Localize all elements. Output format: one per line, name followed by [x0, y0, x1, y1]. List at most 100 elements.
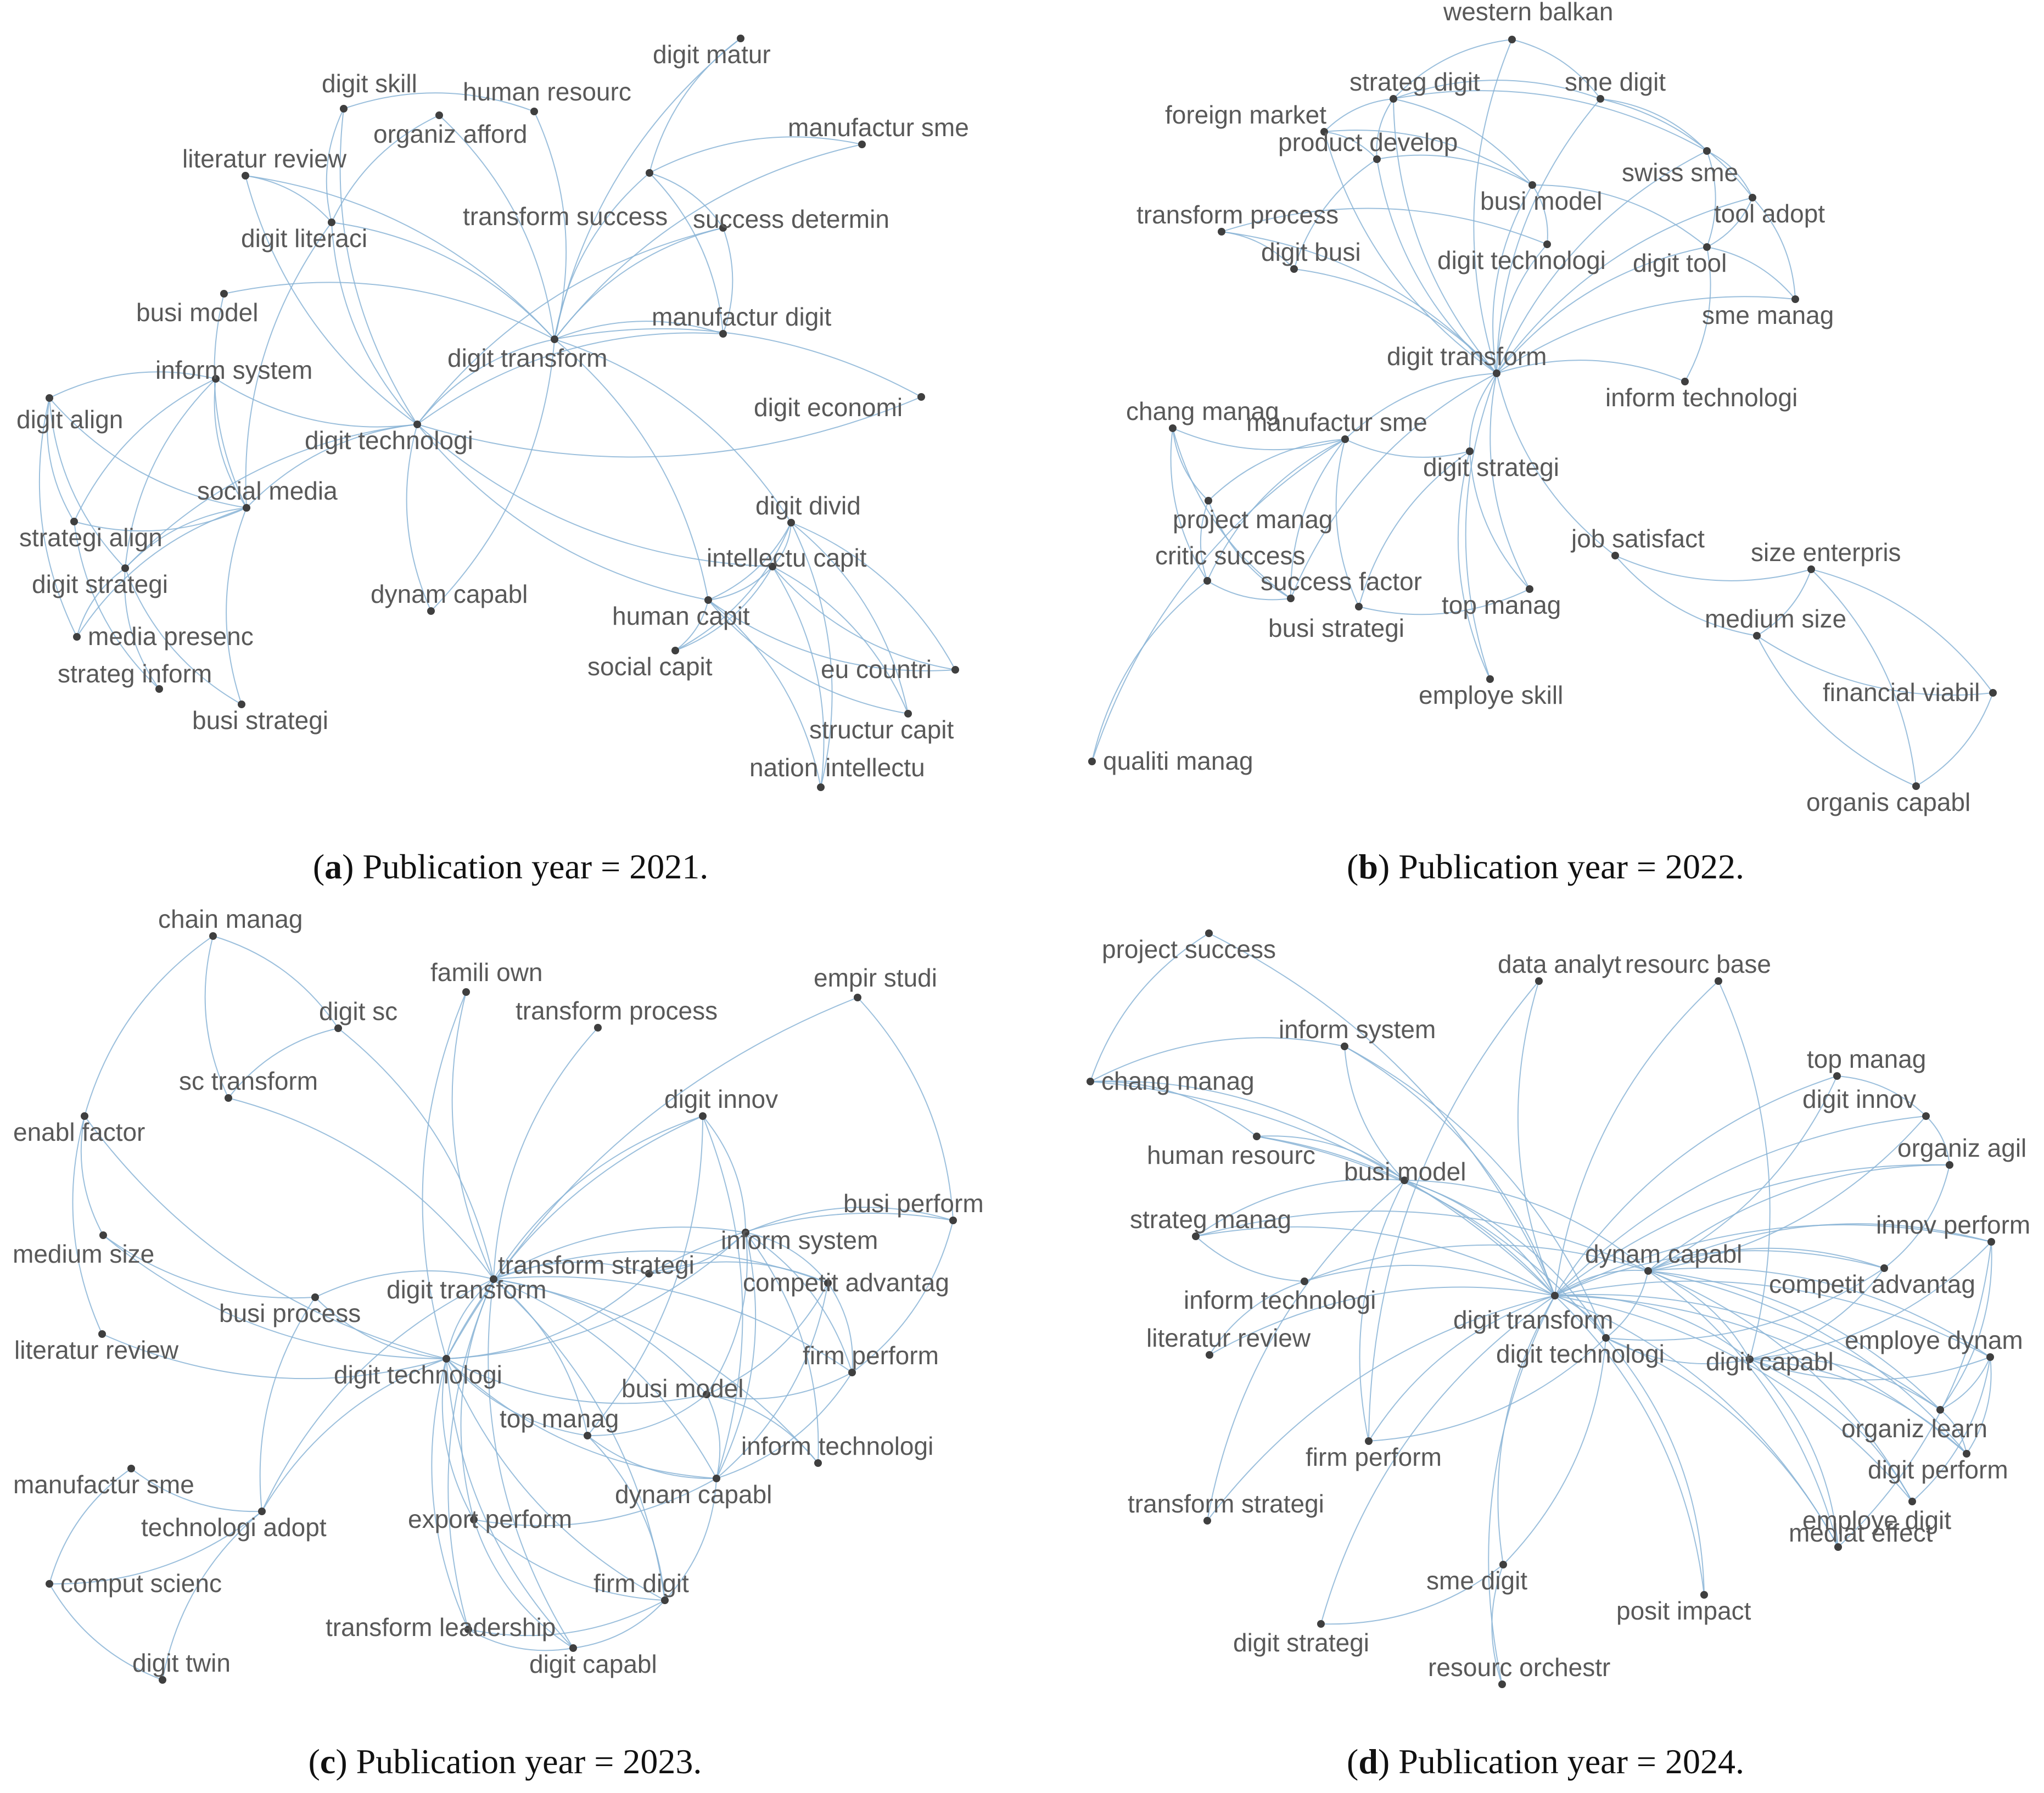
edge-competit-advantag--dynam-capabl [716, 1282, 828, 1479]
node-label-firm-digit: firm digit [593, 1569, 689, 1598]
edge-literatur-review--digit-literaci [245, 175, 332, 223]
edge-size-enterpris--organis-capabl [1811, 569, 1917, 787]
edge-digit-tool--swiss-sme [1706, 150, 1716, 248]
edge-digit-transform--technologi-adopt [261, 1279, 494, 1512]
node-resourc-orchestr [1498, 1680, 1506, 1688]
node-label-digit-skill: digit skill [322, 69, 417, 98]
edge-financial-viabil--organis-capabl [1916, 692, 1993, 787]
edge-digit-transform--busi-process [315, 1270, 494, 1298]
node-literatur-review [1206, 1351, 1213, 1359]
node-medium-size [99, 1231, 107, 1239]
edge-dynam-capabl--mediat-effect [1648, 1270, 1839, 1548]
edge-dynam-capabl--employe-dynam [1648, 1267, 1991, 1358]
edge-digit-technologi--technologi-adopt [261, 1358, 447, 1512]
node-label-busi-model: busi model [1344, 1157, 1466, 1186]
edge-digit-transform--transform-strategi [1207, 1295, 1555, 1521]
edge-competit-advantag--firm-perform [827, 1282, 853, 1373]
node-dynam-capabl [713, 1475, 720, 1482]
edge-digit-transform--digit-innov [1554, 1116, 1927, 1296]
edge-social-capit--digit-divid [675, 522, 792, 651]
node-mediat-effect [1834, 1543, 1842, 1551]
node-label-sme-digit: sme digit [1426, 1566, 1527, 1595]
node-label-qualiti-manag: qualiti manag [1103, 747, 1253, 775]
caption-letter: d [1358, 1742, 1378, 1781]
node-label-organis-capabl: organis capabl [1806, 788, 1970, 816]
edge-chang-manag--critic-success [1170, 428, 1208, 581]
node-label-transform-process: transform process [1136, 200, 1339, 229]
node-digit-matur [737, 35, 744, 42]
edge-export-perform--digit-capabl [473, 1519, 574, 1649]
node-job-satisfact [1611, 552, 1619, 559]
node-label-enabl-factor: enabl factor [13, 1118, 145, 1146]
node-label-dynam-capabl: dynam capabl [1585, 1240, 1742, 1268]
node-label-transform-process: transform process [516, 996, 718, 1025]
edge-digit-literaci--digit-technologi [331, 222, 418, 425]
edge-foreign-market--digit-transform [1324, 131, 1497, 374]
edge-manufactur-sme--digit-strategi [1345, 439, 1470, 458]
edge-digit-strategi--top-manag [1469, 451, 1530, 590]
edge-dynam-capabl--digit-perform [1648, 1270, 1967, 1454]
edge-qualiti-manag--manufactur-sme [1091, 439, 1346, 762]
edge-digit-transform--manufactur-digit [554, 321, 724, 340]
edge-sme-digit--resourc-orchestr [1491, 1564, 1504, 1685]
node-comput-scienc [46, 1580, 53, 1588]
node-label-digit-transform: digit transform [1387, 342, 1547, 371]
edge-layer [1090, 933, 1992, 1685]
edge-digit-transform--digit-strategi [1320, 1295, 1555, 1624]
node-label-top-manag: top manag [1807, 1045, 1926, 1073]
edge-digit-technologi--digit-strategi [125, 424, 418, 569]
edge-digit-transform--sme-manag [1496, 296, 1796, 374]
edge-project-manag--critic-success [1200, 500, 1209, 581]
edge-intellectu-capit--human-capit [708, 566, 773, 601]
edge-dynam-capabl--digit-innov [1648, 1116, 1927, 1271]
edge-chain-manag--sc-transform [204, 935, 229, 1099]
edge-strateg-digit--swiss-sme [1393, 90, 1707, 152]
edge-busi-model--digit-transform [223, 282, 555, 340]
edge-transform-process--digit-technologi [1221, 208, 1548, 245]
edge-job-satisfact--medium-size [1615, 555, 1757, 636]
node-digit-skill [340, 105, 348, 113]
edge-critic-success--success-factor [1207, 580, 1291, 601]
edge-dynam-capabl--top-manag [1648, 1075, 1838, 1271]
node-label-transform-success: transform success [463, 202, 668, 231]
edge-transform-success--manufactur-digit [649, 172, 724, 334]
caption-2023: (c) Publication year = 2023. [309, 1742, 702, 1781]
node-chain-manag [209, 932, 217, 940]
edge-dynam-capabl--inform-technologi [1304, 1244, 1649, 1282]
node-firm-perform [1365, 1437, 1373, 1445]
node-label-resourc-orchestr: resourc orchestr [1428, 1653, 1610, 1682]
edge-digit-transform--firm-perform [1368, 1295, 1555, 1442]
edge-digit-transform--employe-dynam [1554, 1280, 1991, 1358]
edge-digit-technologi--posit-impact [1605, 1337, 1705, 1595]
edge-layer [49, 935, 954, 1680]
node-label-digit-technologi: digit technologi [1437, 246, 1606, 274]
node-label-strateg-manag: strateg manag [1130, 1205, 1291, 1234]
node-social-capit [671, 647, 679, 654]
node-media-presenc [73, 633, 81, 641]
node-busi-model [220, 290, 228, 298]
edge-chain-manag--digit-sc [212, 935, 339, 1029]
edge-top-manag--digit-innov [1836, 1075, 1927, 1117]
edge-digit-transform--success-factor [1290, 373, 1497, 599]
node-label-export-perform: export perform [408, 1505, 572, 1533]
node-label-busi-process: busi process [219, 1299, 361, 1327]
node-label-digit-capabl: digit capabl [1706, 1347, 1834, 1376]
panel-2022: western balkan strateg digit sme digit fore… [1088, 0, 1997, 886]
edge-digit-economi--digit-transform [554, 328, 922, 397]
node-financial-viabil [1989, 689, 1997, 697]
edge-top-manag--digit-innov [587, 1116, 703, 1436]
edge-digit-busi--product-develop [1293, 159, 1377, 270]
node-digit-capabl [1746, 1355, 1754, 1363]
node-product-develop [1373, 155, 1381, 163]
edge-medium-size--organis-capabl [1756, 635, 1917, 787]
edge-critic-success--qualiti-manag [1091, 580, 1208, 762]
node-label-data-analyt: data analyt [1498, 950, 1621, 978]
edge-intellectu-capit--eu-countri [772, 566, 956, 670]
edge-digit-skill--digit-literaci [326, 108, 344, 223]
edge-comput-scienc--digit-twin [49, 1583, 163, 1680]
node-digit-innov [1922, 1112, 1930, 1120]
edge-resourc-base--digit-capabl [1718, 980, 1771, 1360]
edge-manufactur-sme--project-manag [1208, 439, 1346, 501]
node-busi-model [1401, 1176, 1408, 1184]
node-digit-economi [917, 393, 925, 401]
